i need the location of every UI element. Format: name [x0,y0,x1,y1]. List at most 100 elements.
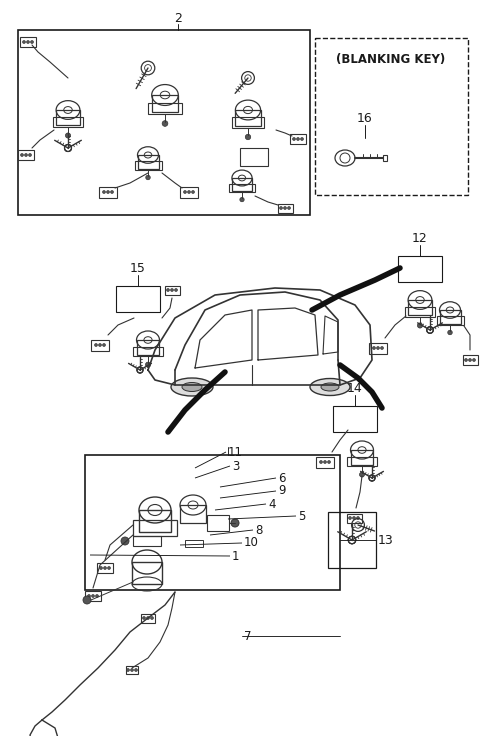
Bar [240,148,268,166]
Bar [133,347,163,356]
Circle shape [472,358,476,361]
Bar [91,339,109,350]
Circle shape [104,567,107,570]
Circle shape [24,154,27,157]
Ellipse shape [310,378,350,395]
Bar [56,110,80,125]
Circle shape [131,668,133,671]
Circle shape [352,517,356,520]
Bar [132,562,162,584]
Circle shape [21,154,24,157]
Bar [350,450,373,464]
Bar [141,614,155,623]
Circle shape [146,175,150,180]
Circle shape [95,344,97,347]
Bar [405,307,435,317]
Bar [139,510,171,532]
Circle shape [192,191,194,194]
Bar [137,155,158,169]
Circle shape [98,344,101,347]
Text: 1: 1 [232,550,240,562]
Text: 4: 4 [268,498,276,511]
Circle shape [83,596,91,604]
Circle shape [108,567,110,570]
Circle shape [376,347,380,350]
Bar [347,514,361,523]
Circle shape [188,191,191,194]
Bar [408,300,432,315]
Circle shape [240,197,244,202]
Circle shape [284,207,287,210]
Circle shape [65,133,71,138]
Bar [440,310,460,324]
Bar [136,340,159,355]
Bar [133,536,161,546]
Text: 3: 3 [232,459,240,473]
Bar [180,186,198,197]
Circle shape [468,358,471,361]
Bar [185,540,203,547]
Bar [53,117,84,127]
Circle shape [107,191,109,194]
Circle shape [288,207,290,210]
Circle shape [26,40,29,43]
Text: 6: 6 [278,472,286,484]
Ellipse shape [321,383,339,391]
Text: 16: 16 [357,111,373,124]
Bar [126,666,138,674]
Circle shape [146,617,149,620]
Text: 7: 7 [244,629,252,643]
Circle shape [167,289,169,291]
Text: 14: 14 [347,381,363,394]
Bar [235,110,261,126]
Bar [97,563,113,573]
Bar [99,186,117,197]
Circle shape [103,191,106,194]
Bar [18,30,310,215]
Bar [148,102,182,114]
Bar [152,95,178,112]
Bar [165,286,180,294]
Bar [315,38,468,195]
Ellipse shape [182,383,202,392]
Text: (BLANKING KEY): (BLANKING KEY) [336,54,445,66]
Circle shape [360,472,364,477]
Bar [133,520,177,536]
Text: 8: 8 [255,523,263,537]
Circle shape [465,358,468,361]
Bar [85,455,340,590]
Circle shape [145,362,150,367]
Circle shape [381,347,384,350]
Circle shape [327,461,331,464]
Circle shape [279,207,283,210]
Ellipse shape [171,378,213,396]
Text: 5: 5 [298,509,305,523]
Circle shape [127,668,130,671]
Bar [436,316,464,325]
Circle shape [297,138,300,141]
Circle shape [448,330,452,335]
Circle shape [300,138,303,141]
Text: 13: 13 [378,534,394,547]
Bar [398,256,442,282]
Circle shape [372,347,375,350]
Circle shape [31,40,34,43]
Circle shape [103,344,106,347]
Bar [232,117,264,128]
Circle shape [348,517,351,520]
Bar [316,456,334,467]
Circle shape [162,121,168,127]
Bar [328,512,376,568]
Bar [180,505,206,523]
Circle shape [151,617,154,620]
Circle shape [245,134,251,140]
Bar [369,342,387,353]
Text: 10: 10 [244,537,259,550]
Bar [463,355,478,365]
Bar [85,591,101,601]
Text: 9: 9 [278,484,286,498]
Circle shape [320,461,323,464]
Circle shape [99,567,103,570]
Circle shape [134,668,137,671]
Circle shape [143,617,145,620]
